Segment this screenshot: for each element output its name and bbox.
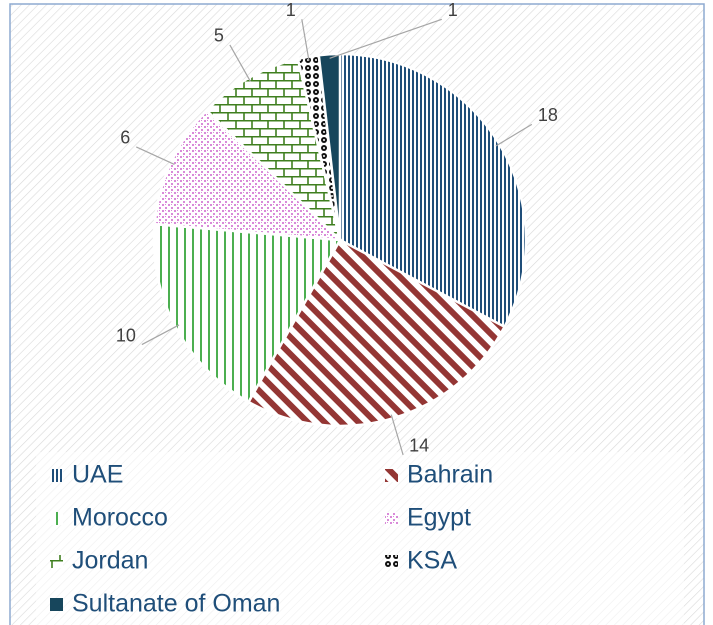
leader-line <box>329 18 443 59</box>
legend-swatch <box>50 469 63 482</box>
legend-label: KSA <box>407 547 457 575</box>
pie-slice <box>317 52 342 241</box>
legend-label: Egypt <box>407 504 471 532</box>
data-label: 6 <box>120 128 130 148</box>
data-label: 10 <box>116 325 136 345</box>
legend-label: Sultanate of Oman <box>72 590 280 618</box>
legend-swatch <box>50 598 63 611</box>
data-label: 14 <box>409 436 429 456</box>
leader-line <box>390 414 404 456</box>
legend-label: UAE <box>72 461 123 489</box>
leader-line <box>301 19 310 61</box>
leader-line <box>141 324 180 346</box>
legend-label: Jordan <box>72 547 148 575</box>
data-label: 1 <box>286 0 296 20</box>
leader-line <box>229 44 252 82</box>
legend-swatch <box>385 512 398 525</box>
legend-box <box>36 452 684 625</box>
legend-label: Morocco <box>72 504 168 532</box>
data-label: 18 <box>538 105 558 125</box>
legend-swatch <box>50 512 63 525</box>
legend-label: Bahrain <box>407 461 493 489</box>
legend-swatch <box>385 469 398 482</box>
leader-line <box>495 123 533 147</box>
leader-line <box>135 146 175 165</box>
legend-swatch <box>385 555 398 568</box>
legend-swatch <box>50 555 63 568</box>
data-label: 1 <box>448 0 458 20</box>
data-label: 5 <box>214 26 224 46</box>
